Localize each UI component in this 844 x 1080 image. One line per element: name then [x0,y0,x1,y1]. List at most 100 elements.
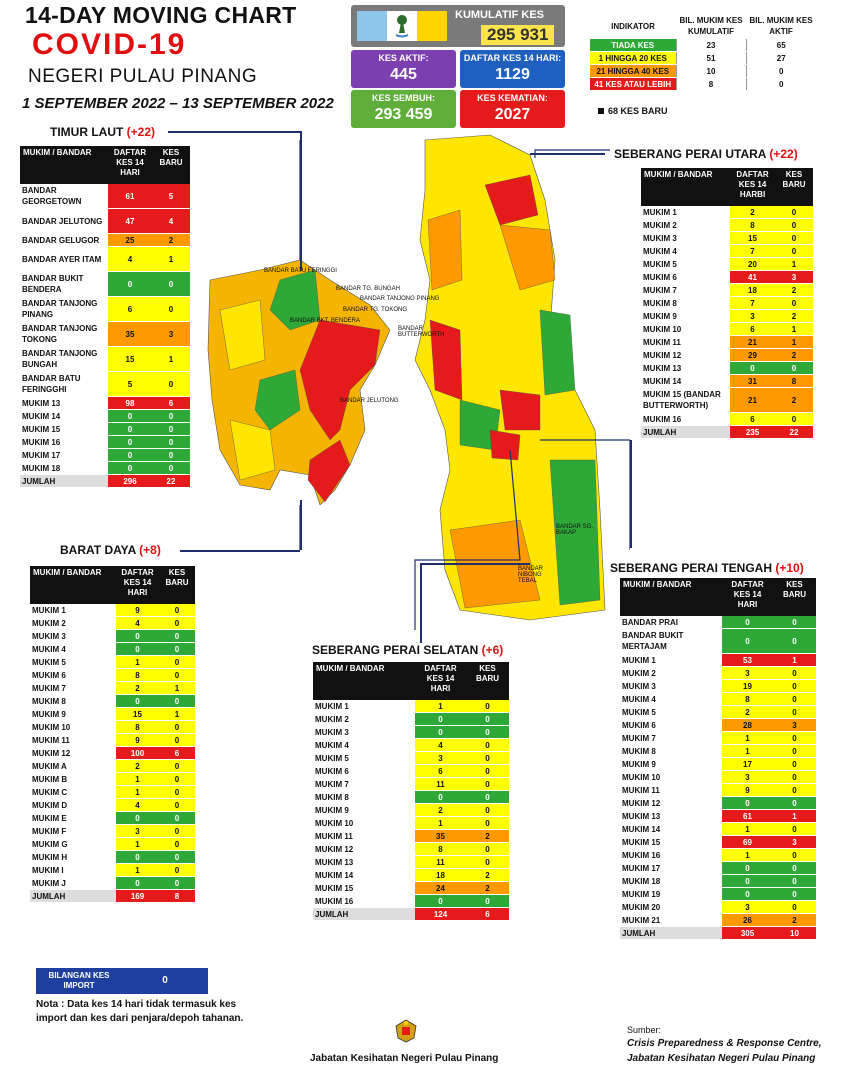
row-kes-baru: 2 [466,868,509,882]
row-kes-baru: 0 [152,296,190,322]
row-daftar: 7 [730,244,775,258]
moh-crest-icon [392,1018,420,1044]
row-kes-baru: 0 [773,861,816,875]
total-value: 124 [415,907,466,921]
row-name: MUKIM 1 [641,206,730,219]
map-label-jelutong: BANDAR JELUTONG [340,398,399,404]
title-barat-daya: BARAT DAYA (+8) [60,543,161,557]
row-kes-baru: 6 [152,396,190,410]
row-kes-baru: 0 [773,628,816,654]
row-kes-baru: 0 [773,822,816,836]
column-header: DAFTAR KES 14 HARI [722,578,773,616]
row-name: MUKIM 6 [30,668,116,682]
column-header: DAFTAR KES 14 HARBI [730,168,775,206]
row-name: MUKIM J [30,876,116,890]
kumulatif-box: KUMULATIF KES 295 931 [351,5,565,47]
row-name: MUKIM 12 [620,796,722,810]
row-kes-baru: 3 [775,270,813,284]
daftar-box: DAFTAR KES 14 HARI: 1129 [460,50,565,88]
row-kes-baru: 0 [159,850,195,864]
row-kes-baru: 2 [466,829,509,843]
row-name: MUKIM 6 [313,764,415,778]
row-kes-baru: 0 [466,712,509,726]
row-name: MUKIM 7 [30,681,116,695]
row-name: MUKIM E [30,811,116,825]
table-row: MUKIM 3 19 0 [620,679,816,693]
table-row: MUKIM 9 17 0 [620,757,816,771]
row-name: MUKIM 4 [313,738,415,752]
column-header: DAFTAR KES 14 HARI [116,566,159,604]
table-row: MUKIM 16 0 0 [20,435,190,449]
row-daftar: 0 [116,811,159,825]
table-row: MUKIM 7 11 0 [313,777,509,791]
row-kes-baru: 0 [159,785,195,799]
row-kes-baru: 0 [152,422,190,436]
row-kes-baru: 5 [152,184,190,209]
row-name: MUKIM 8 [641,296,730,310]
row-name: MUKIM 2 [313,712,415,726]
row-daftar: 41 [730,270,775,284]
row-kes-baru: 0 [466,855,509,869]
row-kes-baru: 0 [773,692,816,706]
row-name: MUKIM G [30,837,116,851]
row-daftar: 17 [722,757,773,771]
table-row: BANDAR AYER ITAM 4 1 [20,246,190,272]
row-kes-baru: 0 [775,244,813,258]
row-kes-baru: 0 [773,796,816,810]
table-row: MUKIM 14 0 0 [20,409,190,423]
row-name: MUKIM 17 [620,861,722,875]
row-daftar: 3 [722,770,773,784]
row-name: MUKIM 8 [620,744,722,758]
row-daftar: 1 [722,731,773,745]
row-kes-baru: 0 [773,744,816,758]
row-name: MUKIM 10 [641,322,730,336]
covid-title: COVID-19 [32,28,187,61]
table-row: MUKIM 6 28 3 [620,718,816,732]
daftar-value: 1129 [495,66,530,83]
aktif-value: 445 [390,66,417,83]
spu-table: MUKIM / BANDAR DAFTAR KES 14 HARBI KES BAR… [641,168,813,439]
column-header: DAFTAR KES 14 HARI [108,146,152,184]
connector-spt-v [630,440,632,548]
row-daftar: 15 [108,346,152,372]
table-row: MUKIM 12 29 2 [641,348,813,362]
row-daftar: 0 [108,435,152,449]
connector-sps-v [420,563,422,643]
row-daftar: 4 [108,246,152,272]
indikator-row: 21 HINGGA 40 KES 10 0 [590,64,816,78]
row-kes-baru: 4 [152,208,190,234]
row-kes-baru: 2 [773,913,816,927]
row-name: MUKIM 7 [620,731,722,745]
row-daftar: 61 [722,809,773,823]
row-kes-baru: 0 [773,887,816,901]
sembuh-label: KES SEMBUH: [371,93,435,103]
row-daftar: 0 [108,409,152,423]
row-name: BANDAR BATU FERINGGHI [20,371,108,397]
indikator-kumulatif: 10 [675,64,746,78]
footer-src1: Crisis Preparedness & Response Centre, [627,1038,822,1049]
row-daftar: 9 [722,783,773,797]
row-daftar: 0 [116,694,159,708]
row-name: MUKIM 20 [620,900,722,914]
row-name: MUKIM 11 [30,733,116,747]
row-kes-baru: 2 [775,348,813,362]
row-daftar: 9 [116,733,159,747]
row-daftar: 0 [722,796,773,810]
table-row: MUKIM 10 8 0 [30,720,195,734]
table-row: MUKIM 12 100 6 [30,746,195,760]
row-daftar: 35 [108,321,152,347]
table-header: MUKIM / BANDAR DAFTAR KES 14 HARI KES BARU [30,566,195,604]
table-row: MUKIM 11 9 0 [30,733,195,747]
row-kes-baru: 1 [159,707,195,721]
row-kes-baru: 0 [775,231,813,245]
row-name: BANDAR TANJONG PINANG [20,296,108,322]
table-row: MUKIM 11 21 1 [641,335,813,349]
row-daftar: 20 [730,257,775,271]
